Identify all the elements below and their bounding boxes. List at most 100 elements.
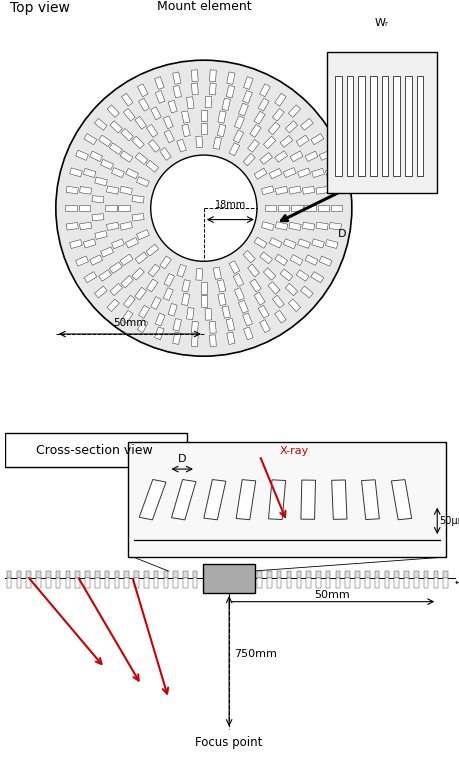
Bar — [274, 222, 287, 230]
Bar — [146, 244, 158, 256]
Bar — [114, 571, 119, 578]
Bar — [374, 578, 379, 588]
Bar — [135, 153, 147, 164]
Text: Mount element: Mount element — [156, 0, 251, 13]
Bar — [107, 299, 119, 312]
Bar — [404, 76, 411, 176]
Bar — [134, 571, 139, 578]
Bar — [304, 255, 317, 265]
Text: Top view: Top view — [10, 1, 70, 15]
Text: Cross-section view: Cross-section view — [36, 444, 153, 457]
Bar — [136, 176, 149, 186]
Bar — [101, 247, 113, 257]
Bar — [257, 99, 269, 111]
Bar — [364, 578, 369, 588]
Bar — [345, 578, 349, 588]
Bar — [94, 286, 107, 298]
Bar — [196, 136, 202, 147]
Bar — [361, 480, 379, 520]
Bar — [148, 264, 160, 277]
Bar — [181, 111, 190, 123]
Bar — [79, 186, 91, 194]
Bar — [235, 480, 255, 520]
Bar — [65, 206, 77, 211]
Bar — [151, 107, 161, 120]
Bar — [163, 578, 168, 588]
Bar — [269, 168, 281, 179]
Bar — [123, 108, 135, 121]
Text: Focus point: Focus point — [195, 736, 262, 749]
Bar — [311, 168, 324, 177]
Bar — [267, 571, 271, 578]
Bar — [132, 136, 144, 149]
Bar — [127, 442, 445, 558]
Bar — [201, 296, 207, 307]
Bar — [274, 254, 287, 266]
FancyBboxPatch shape — [5, 433, 186, 468]
Bar — [403, 578, 408, 588]
Bar — [354, 578, 359, 588]
Bar — [263, 267, 275, 280]
Bar — [346, 76, 353, 176]
Bar — [310, 134, 323, 144]
Bar — [209, 83, 216, 95]
Bar — [109, 262, 122, 274]
Bar — [249, 279, 261, 292]
Bar — [84, 272, 96, 283]
Bar — [423, 571, 427, 578]
Bar — [288, 299, 300, 312]
Bar — [257, 578, 261, 588]
Bar — [17, 571, 21, 578]
Bar — [296, 571, 300, 578]
Bar — [226, 72, 235, 84]
Bar — [183, 571, 187, 578]
Bar — [111, 167, 124, 177]
Bar — [69, 240, 82, 248]
Bar — [85, 578, 90, 588]
Bar — [229, 143, 239, 156]
Bar — [272, 108, 284, 121]
Bar — [345, 571, 349, 578]
Bar — [191, 335, 198, 347]
Bar — [226, 86, 234, 98]
Bar — [247, 140, 259, 152]
Bar — [393, 571, 398, 578]
Bar — [416, 76, 422, 176]
Bar — [290, 151, 302, 162]
Bar — [297, 168, 310, 177]
Bar — [121, 310, 133, 323]
Bar — [105, 578, 109, 588]
Bar — [325, 240, 337, 248]
Bar — [242, 154, 255, 166]
Bar — [354, 571, 359, 578]
Bar — [238, 300, 248, 313]
Bar — [118, 206, 129, 211]
Bar — [329, 186, 341, 194]
Bar — [173, 578, 178, 588]
Bar — [300, 480, 315, 520]
Text: Wᵣ: Wᵣ — [374, 18, 388, 28]
Bar — [153, 578, 158, 588]
Bar — [124, 571, 129, 578]
Bar — [242, 313, 252, 326]
Bar — [123, 296, 135, 308]
Bar — [217, 125, 225, 137]
Text: 50μm: 50μm — [438, 516, 459, 526]
Bar — [302, 186, 314, 194]
Bar — [315, 222, 327, 230]
Bar — [92, 196, 104, 202]
Bar — [413, 578, 418, 588]
Bar — [274, 310, 285, 323]
Bar — [66, 222, 78, 230]
Bar — [163, 288, 173, 300]
Bar — [75, 256, 88, 266]
Bar — [288, 222, 301, 231]
Bar — [403, 571, 408, 578]
Bar — [310, 272, 323, 283]
Bar — [381, 76, 387, 176]
Bar — [267, 578, 271, 588]
Bar — [106, 222, 118, 231]
Bar — [358, 76, 364, 176]
Bar — [27, 571, 31, 578]
Bar — [164, 274, 174, 286]
